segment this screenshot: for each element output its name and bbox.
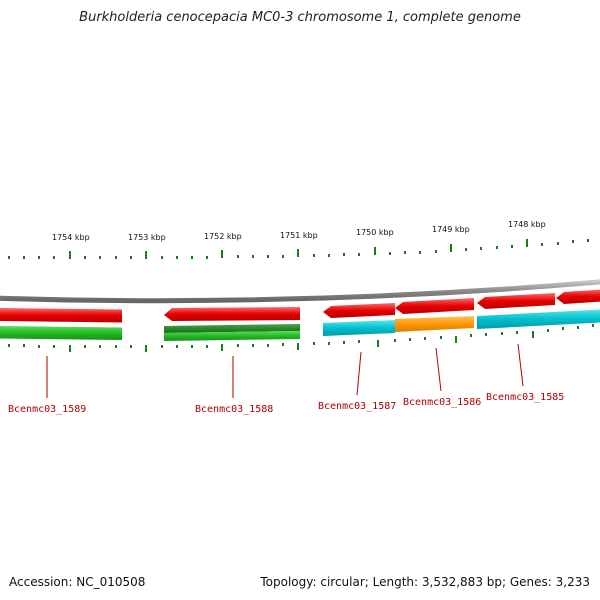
gene-label: Bcenmc03_1587 xyxy=(318,401,396,412)
scale-ticks-bottom xyxy=(8,324,594,352)
gene-label: Bcenmc03_1589 xyxy=(8,404,86,415)
map-title: Burkholderia cenocepacia MC0-3 chromosom… xyxy=(79,10,521,25)
function-block xyxy=(0,326,122,340)
gene-label: Bcenmc03_1588 xyxy=(195,404,273,415)
cds-arrow xyxy=(164,307,300,321)
function-block xyxy=(164,324,300,333)
scale-label: 1749 kbp xyxy=(432,225,470,234)
function-block xyxy=(164,331,300,341)
topology-text: Topology: circular; Length: 3,532,883 bp… xyxy=(260,575,590,589)
cds-arrow xyxy=(323,303,395,318)
gene-labels: Bcenmc03_1589 Bcenmc03_1588 Bcenmc03_158… xyxy=(8,392,564,415)
gene-label: Bcenmc03_1586 xyxy=(403,397,481,408)
cds-arrow xyxy=(0,308,122,323)
function-block xyxy=(477,309,600,329)
scale-labels: 1754 kbp 1753 kbp 1752 kbp 1751 kbp 1750… xyxy=(52,220,546,242)
cds-arrow xyxy=(556,289,600,304)
scale-label: 1751 kbp xyxy=(280,231,318,240)
scale-label: 1752 kbp xyxy=(204,232,242,241)
gene-leaders xyxy=(46,343,524,398)
leader-line xyxy=(356,351,362,396)
scale-label: 1748 kbp xyxy=(508,220,546,229)
leader-line xyxy=(517,343,524,387)
cds-arrow xyxy=(395,298,474,314)
accession-text: Accession: NC_010508 xyxy=(9,575,146,589)
cds-arrow xyxy=(477,293,555,309)
cds-track xyxy=(0,289,600,323)
function-block xyxy=(395,316,474,332)
leader-line xyxy=(435,347,442,392)
scale-label: 1754 kbp xyxy=(52,233,90,242)
scale-label: 1753 kbp xyxy=(128,233,166,242)
function-track xyxy=(0,309,600,341)
gene-label: Bcenmc03_1585 xyxy=(486,392,564,403)
function-block xyxy=(323,320,395,336)
scale-ticks-top xyxy=(8,239,589,259)
scale-label: 1750 kbp xyxy=(356,228,394,237)
chromosome-backbone xyxy=(0,279,600,304)
